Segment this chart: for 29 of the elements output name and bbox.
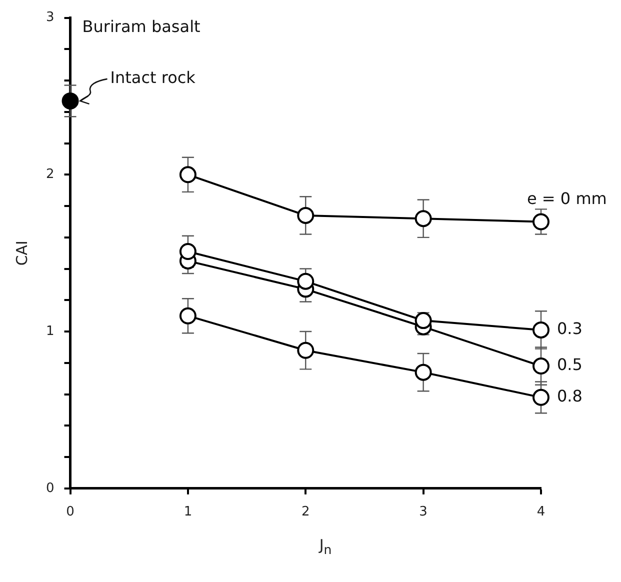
point [179,166,196,184]
x-tick-label: 3 [419,504,428,520]
y-axis-title: CAI [12,240,31,266]
y-tick-label: 2 [46,167,54,182]
x-tick-label: 4 [536,504,546,520]
point [414,364,432,381]
point [179,243,196,260]
point [532,321,550,338]
y-tick-label: 3 [46,10,54,26]
annotation: Buriram basalt [82,16,200,36]
series-label: e = 0 mm [527,188,607,208]
point [532,358,550,375]
point [532,388,550,406]
x-axis-title: J$_{n}$ [318,536,333,557]
series-label: 0.5 [557,355,582,374]
point [297,206,314,224]
y-tick-label: 1 [46,324,54,339]
point [297,342,314,359]
point [179,307,196,324]
y-tick-label: 0 [46,480,54,496]
series-label: 0.3 [557,319,582,338]
x-tick-label: 2 [301,504,310,520]
point [414,210,432,228]
series-label: 0.8 [557,386,582,406]
x-tick-label: 0 [66,504,74,520]
point [532,213,550,230]
x-tick-label: 1 [184,504,192,520]
point [297,272,314,290]
annotation: Intact rock [110,68,196,88]
